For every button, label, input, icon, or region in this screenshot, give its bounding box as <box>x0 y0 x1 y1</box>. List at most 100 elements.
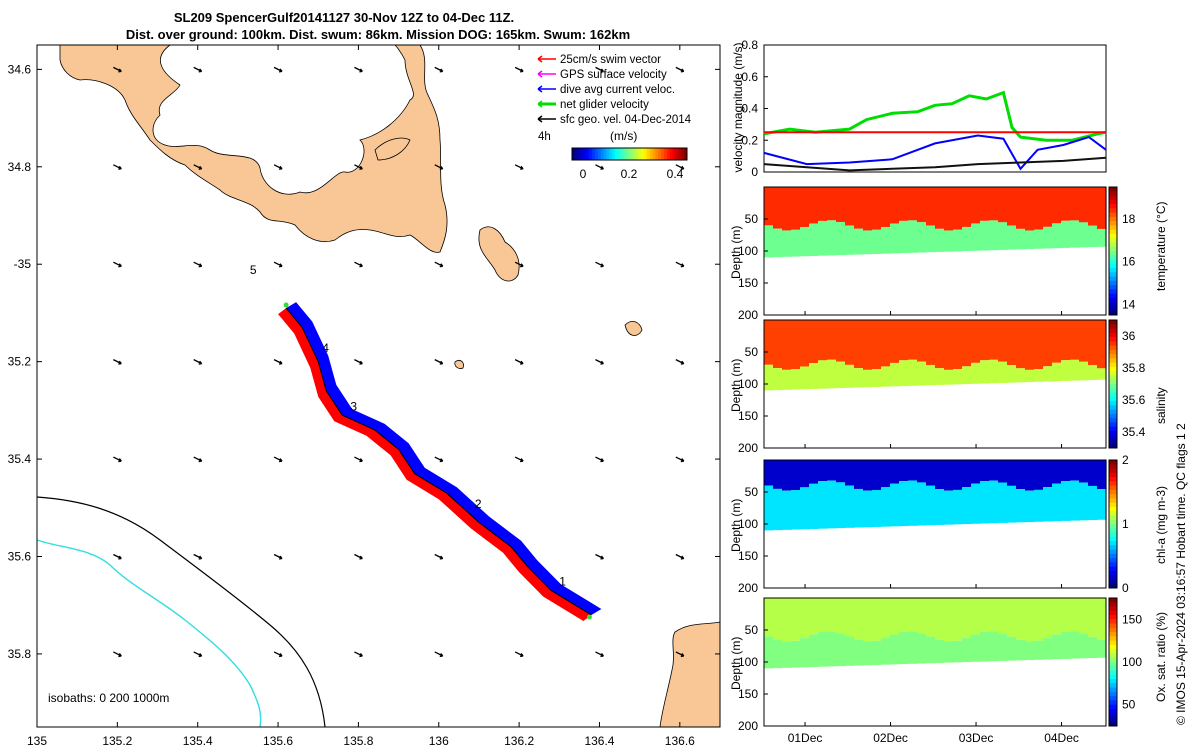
velocity-arrow <box>434 66 444 73</box>
legend-label: net glider velocity <box>560 99 649 111</box>
profile-cell-lower <box>1097 228 1107 247</box>
profile-y-tick-label: 150 <box>738 687 758 701</box>
profile-colorbar-segment <box>1109 566 1117 572</box>
profile-cell-upper <box>791 187 801 230</box>
profile-colorbar-tick-label: 14 <box>1122 297 1136 311</box>
profile-colorbar-segment <box>1109 255 1117 261</box>
profile-cell-lower <box>1025 230 1035 250</box>
profile-colorbar-segment <box>1109 358 1117 364</box>
profile-colorbar-segment <box>1109 532 1117 538</box>
profile-colorbar-tick-label: 100 <box>1122 655 1142 669</box>
profile-cell-upper <box>773 320 783 369</box>
profile-cell-upper <box>881 598 891 639</box>
land-mass-2 <box>374 137 411 161</box>
profile-cell-upper <box>962 598 972 638</box>
velocity-arrow <box>193 261 203 268</box>
profile-cell-upper <box>1034 187 1044 230</box>
profile-cell-lower <box>917 361 927 386</box>
profile-colorbar-segment <box>1109 199 1117 205</box>
velocity-arrow <box>113 651 122 658</box>
profile-cell-upper <box>764 187 774 226</box>
profile-colorbar-tick-label: 16 <box>1122 255 1136 269</box>
profile-cell-lower <box>944 490 954 525</box>
profile-cell-upper <box>881 460 891 488</box>
profile-cell-lower <box>917 222 927 253</box>
colorbar-segment <box>646 148 651 160</box>
colorbar-segment <box>574 148 579 160</box>
profile-cell-upper <box>1007 598 1017 637</box>
profile-cell-upper <box>809 187 819 224</box>
profile-cell-lower <box>764 485 774 531</box>
profile-colorbar-segment <box>1109 674 1117 680</box>
velocity-axes-frame <box>763 44 1107 173</box>
profile-colorbar-segment <box>1109 388 1117 394</box>
profile-cell-lower <box>980 360 990 384</box>
profile-colorbar-segment <box>1109 246 1117 252</box>
profile-colorbar-tick-label: 1 <box>1122 517 1129 531</box>
waypoint-label-4: 4 <box>322 341 329 355</box>
profile-colorbar-segment <box>1109 468 1117 474</box>
map-x-tick-label: 135 <box>27 734 47 748</box>
profile-colorbar-label: Ox. sat. ratio (%) <box>1154 612 1168 702</box>
profile-colorbar-segment <box>1109 717 1117 723</box>
profile-cell-upper <box>890 187 900 224</box>
profile-cell-lower <box>1052 223 1062 249</box>
profile-cell-lower <box>917 482 927 526</box>
profile-cell-lower <box>764 636 774 669</box>
profile-cell-upper <box>1088 187 1098 226</box>
colorbar-segment <box>618 148 622 160</box>
velocity-arrow <box>273 359 283 365</box>
profile-y-label: Depth (m) <box>729 637 743 690</box>
profile-cell-upper <box>935 187 945 229</box>
profile-cell-upper <box>890 320 900 363</box>
profile-colorbar-segment <box>1109 506 1117 512</box>
colorbar-segment <box>632 148 636 160</box>
profile-cell-lower <box>818 631 828 667</box>
profile-cell-upper <box>953 598 963 641</box>
legend-label: dive avg current veloc. <box>560 84 675 96</box>
profile-cell-lower <box>953 640 963 663</box>
velocity-arrow <box>193 359 203 365</box>
colorbar-segment <box>620 148 625 160</box>
profile-cell-upper <box>809 460 819 484</box>
profile-cell-lower <box>926 225 936 253</box>
profile-cell-lower <box>998 222 1008 250</box>
profile-cell-lower <box>1097 368 1107 380</box>
profile-cell-upper <box>1025 187 1035 231</box>
track-start-marker <box>283 302 289 308</box>
colorbar-segment <box>592 148 596 160</box>
profile-colorbar-segment <box>1109 519 1117 525</box>
profile-colorbar-segment <box>1109 332 1117 338</box>
colorbar-segment <box>649 148 653 160</box>
profile-cell-upper <box>1097 187 1107 229</box>
land-mass-1 <box>59 44 448 253</box>
velocity-series-line <box>763 90 1107 142</box>
profile-cell-lower <box>953 369 963 385</box>
profile-colorbar-segment <box>1109 285 1117 290</box>
colorbar-segment <box>609 148 613 160</box>
map-x-ticks: 135 135.2 135.4 135.6 135.8 136 136.2 136.4 136.… <box>27 45 695 748</box>
profile-cell-upper <box>1088 460 1098 486</box>
profile-cell-lower <box>1034 229 1044 249</box>
profile-cell-upper <box>944 320 954 370</box>
profile-colorbar-segment <box>1109 263 1117 269</box>
profile-cell-lower <box>800 487 810 530</box>
profile-cell-lower <box>818 220 828 256</box>
profile-cell-lower <box>1025 369 1035 383</box>
colorbar-frame <box>571 147 688 161</box>
map-y-tick-label: -35 <box>14 257 32 271</box>
profile-cell-lower <box>836 482 846 529</box>
profile-colorbar-segment <box>1109 310 1117 316</box>
profile-cell-lower <box>908 359 918 386</box>
profile-cell-upper <box>1070 598 1080 632</box>
profile-cell-lower <box>1016 228 1026 250</box>
profile-colorbar-segment <box>1109 430 1117 436</box>
profile-colorbar-segment <box>1109 640 1117 646</box>
profile-cell-upper <box>1079 598 1089 634</box>
map-x-tick-label: 135.2 <box>102 734 132 748</box>
profile-cell-upper <box>1034 460 1044 490</box>
map-content: 1 2 3 4 5 <box>36 44 721 728</box>
profile-cell-upper <box>1052 460 1062 484</box>
profile-colorbar-segment <box>1109 297 1117 303</box>
